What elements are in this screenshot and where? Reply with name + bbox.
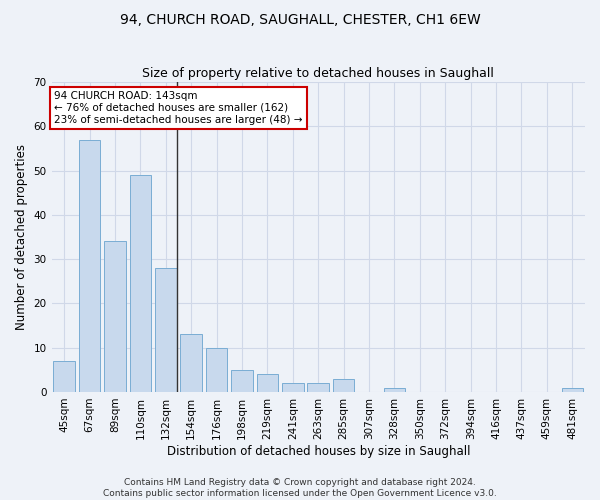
Bar (206, 348, 227, 392)
Bar (307, 383, 329, 392)
Bar (181, 334, 202, 392)
Bar (155, 268, 176, 392)
Bar (562, 388, 583, 392)
Bar (383, 388, 405, 392)
Bar (257, 374, 278, 392)
Title: Size of property relative to detached houses in Saughall: Size of property relative to detached ho… (142, 66, 494, 80)
Text: Contains HM Land Registry data © Crown copyright and database right 2024.
Contai: Contains HM Land Registry data © Crown c… (103, 478, 497, 498)
Bar (79, 140, 100, 392)
Text: 94, CHURCH ROAD, SAUGHALL, CHESTER, CH1 6EW: 94, CHURCH ROAD, SAUGHALL, CHESTER, CH1 … (119, 12, 481, 26)
X-axis label: Distribution of detached houses by size in Saughall: Distribution of detached houses by size … (167, 444, 470, 458)
Bar (104, 242, 126, 392)
Bar (333, 378, 355, 392)
Bar (53, 361, 75, 392)
Text: 94 CHURCH ROAD: 143sqm
← 76% of detached houses are smaller (162)
23% of semi-de: 94 CHURCH ROAD: 143sqm ← 76% of detached… (54, 92, 303, 124)
Bar (231, 370, 253, 392)
Bar (282, 383, 304, 392)
Y-axis label: Number of detached properties: Number of detached properties (15, 144, 28, 330)
Bar (130, 175, 151, 392)
